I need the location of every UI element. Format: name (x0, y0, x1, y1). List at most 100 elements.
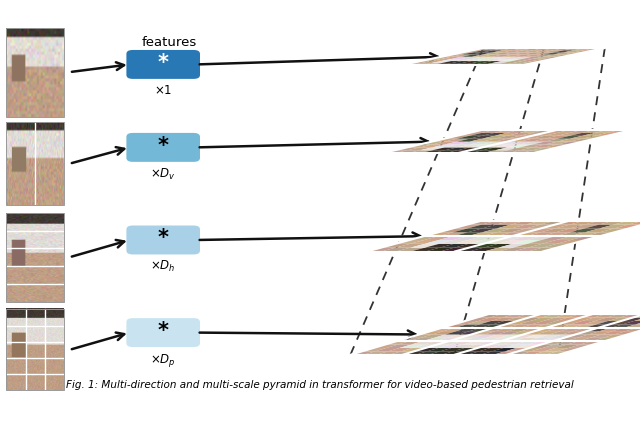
Polygon shape (571, 232, 600, 236)
Polygon shape (520, 324, 545, 328)
Polygon shape (494, 130, 519, 133)
Polygon shape (497, 220, 525, 225)
Polygon shape (570, 229, 600, 232)
Polygon shape (463, 341, 487, 345)
Polygon shape (556, 345, 580, 348)
Polygon shape (395, 150, 420, 153)
Polygon shape (587, 328, 611, 331)
Polygon shape (499, 335, 524, 338)
Polygon shape (568, 314, 592, 318)
Polygon shape (533, 324, 557, 328)
Polygon shape (557, 321, 582, 324)
Polygon shape (507, 136, 532, 139)
Polygon shape (454, 321, 478, 324)
Polygon shape (424, 232, 453, 236)
Polygon shape (412, 345, 436, 348)
Polygon shape (532, 133, 557, 136)
Polygon shape (455, 324, 479, 328)
Polygon shape (470, 145, 495, 148)
Polygon shape (483, 232, 512, 236)
Polygon shape (506, 351, 531, 355)
Polygon shape (524, 50, 544, 53)
Polygon shape (441, 61, 461, 63)
Polygon shape (454, 248, 483, 251)
Polygon shape (545, 145, 570, 148)
Polygon shape (522, 59, 543, 61)
Polygon shape (483, 53, 503, 55)
Polygon shape (471, 63, 492, 65)
Polygon shape (468, 232, 497, 236)
Polygon shape (586, 232, 614, 236)
Polygon shape (408, 335, 432, 338)
Polygon shape (582, 130, 607, 133)
Polygon shape (554, 314, 579, 318)
Polygon shape (461, 338, 486, 341)
Polygon shape (483, 145, 508, 148)
Polygon shape (487, 338, 512, 341)
Polygon shape (603, 335, 627, 338)
Polygon shape (570, 225, 599, 229)
Polygon shape (532, 142, 557, 145)
Polygon shape (452, 53, 472, 55)
Polygon shape (520, 150, 545, 153)
Polygon shape (458, 148, 483, 150)
Polygon shape (504, 318, 529, 321)
Text: Fig. 1: Multi-direction and multi-scale pyramid in transformer for video-based p: Fig. 1: Multi-direction and multi-scale … (66, 380, 574, 391)
Polygon shape (570, 133, 595, 136)
Polygon shape (626, 328, 640, 331)
Polygon shape (478, 318, 502, 321)
Polygon shape (472, 50, 493, 53)
Polygon shape (532, 59, 553, 61)
Polygon shape (561, 328, 585, 331)
Polygon shape (588, 331, 612, 335)
Polygon shape (436, 341, 461, 345)
Polygon shape (467, 220, 496, 225)
Polygon shape (411, 341, 435, 345)
Polygon shape (623, 321, 640, 324)
Polygon shape (410, 240, 439, 244)
Polygon shape (509, 328, 533, 331)
Polygon shape (432, 145, 457, 148)
Polygon shape (526, 338, 551, 341)
Polygon shape (513, 240, 541, 244)
Polygon shape (544, 348, 568, 351)
Polygon shape (474, 338, 499, 341)
Polygon shape (515, 341, 540, 345)
Polygon shape (548, 328, 572, 331)
Polygon shape (473, 48, 493, 50)
Polygon shape (422, 338, 447, 341)
Polygon shape (600, 225, 628, 229)
Polygon shape (458, 331, 483, 335)
FancyBboxPatch shape (127, 50, 200, 79)
Polygon shape (447, 335, 471, 338)
Polygon shape (593, 314, 618, 318)
Bar (6, 213, 64, 302)
Polygon shape (512, 236, 541, 240)
Polygon shape (492, 61, 512, 63)
Polygon shape (483, 244, 513, 248)
Polygon shape (525, 335, 549, 338)
Polygon shape (438, 345, 463, 348)
Polygon shape (556, 225, 584, 229)
Polygon shape (600, 229, 628, 232)
Polygon shape (637, 324, 640, 328)
Polygon shape (467, 225, 497, 229)
Polygon shape (589, 335, 614, 338)
Polygon shape (472, 53, 493, 55)
Polygon shape (545, 139, 570, 142)
Polygon shape (541, 225, 570, 229)
Polygon shape (556, 229, 585, 232)
Polygon shape (503, 50, 524, 53)
Polygon shape (529, 314, 553, 318)
Polygon shape (543, 53, 564, 55)
Polygon shape (585, 324, 609, 328)
Polygon shape (518, 321, 543, 324)
Polygon shape (482, 220, 511, 225)
Polygon shape (508, 150, 532, 153)
Polygon shape (425, 248, 454, 251)
Polygon shape (451, 345, 476, 348)
Polygon shape (458, 150, 483, 153)
Polygon shape (415, 351, 440, 355)
Polygon shape (512, 57, 532, 59)
Polygon shape (503, 345, 528, 348)
